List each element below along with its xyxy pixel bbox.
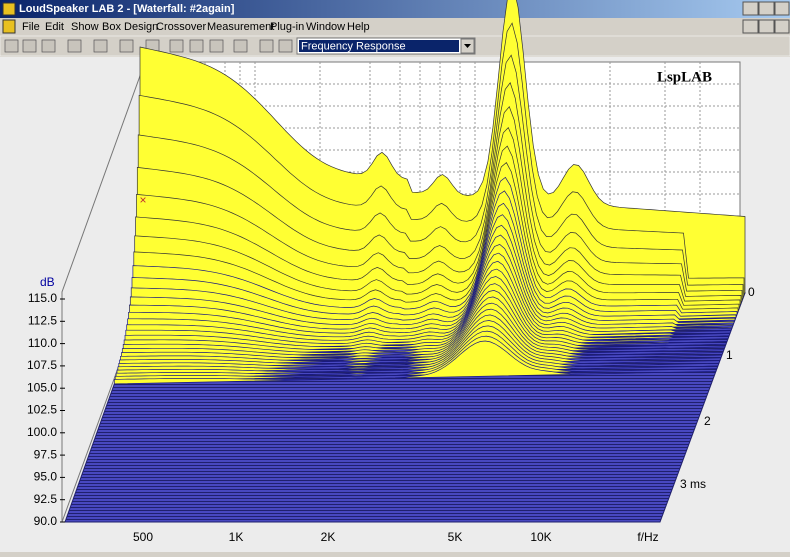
y-tick-label: 112.5 <box>28 313 57 327</box>
tool-button[interactable] <box>4 39 19 53</box>
menu-item[interactable]: Box Design <box>102 21 158 33</box>
minimize-button[interactable] <box>742 1 759 16</box>
x-tick-label: 10K <box>530 530 551 544</box>
x-tick-label: 1K <box>229 530 244 544</box>
menu-item[interactable]: Plug-in <box>270 21 304 33</box>
x-tick-label: 5K <box>448 530 463 544</box>
app-icon <box>2 2 16 16</box>
toolbar-buttons <box>4 39 293 53</box>
menu-item[interactable]: Help <box>347 21 370 33</box>
x-tick-label: 2K <box>321 530 336 544</box>
doc-close[interactable] <box>774 19 790 34</box>
title-bar <box>0 0 790 18</box>
slice <box>114 335 718 382</box>
tool-button[interactable] <box>233 39 248 53</box>
slice <box>134 145 740 328</box>
menu-bar <box>0 18 790 36</box>
window-title: LoudSpeaker LAB 2 - [Waterfall: #2again] <box>19 3 235 15</box>
depth-tick-label: 3 ms <box>680 477 706 491</box>
menu-item[interactable]: Show <box>71 21 99 33</box>
tool-button[interactable] <box>209 39 224 53</box>
y-axis-label: dB <box>40 275 55 289</box>
y-tick-label: 90.0 <box>34 514 58 528</box>
slice <box>113 340 717 385</box>
y-tick-label: 107.5 <box>27 358 57 372</box>
tool-button[interactable] <box>259 39 274 53</box>
cursor-mark: × <box>139 193 146 207</box>
waterfall-slices <box>113 0 746 385</box>
x-tick-label: 500 <box>133 530 153 544</box>
depth-tick-label: 0 <box>748 285 755 299</box>
tool-button[interactable] <box>22 39 37 53</box>
y-tick-label: 92.5 <box>34 492 58 506</box>
depth-tick-label: 2 <box>704 414 711 428</box>
y-tick-label: 102.5 <box>27 403 57 417</box>
y-tick-label: 95.0 <box>34 470 58 484</box>
x-axis-label: f/Hz <box>637 530 658 544</box>
y-tick-label: 105.0 <box>27 380 57 394</box>
tool-button[interactable] <box>169 39 184 53</box>
menu-item[interactable]: Window <box>306 21 345 33</box>
doc-minimize[interactable] <box>742 19 759 34</box>
slice <box>115 330 719 380</box>
menu-item[interactable]: Edit <box>45 21 64 33</box>
menu-item[interactable]: Measurement <box>207 21 274 33</box>
tool-button[interactable] <box>67 39 82 53</box>
y-tick-label: 100.0 <box>27 425 57 439</box>
view-select-highlight <box>299 40 459 52</box>
close-button[interactable] <box>774 1 790 16</box>
menu-item[interactable]: File <box>22 21 40 33</box>
doc-icon <box>2 19 16 34</box>
y-tick-label: 115.0 <box>28 291 57 305</box>
view-select-text: Frequency Response <box>301 40 406 52</box>
slice <box>116 325 720 377</box>
logo: LspLAB <box>657 69 712 85</box>
title-buttons <box>742 1 790 16</box>
tool-button[interactable] <box>189 39 204 53</box>
maximize-button[interactable] <box>758 1 775 16</box>
y-tick-label: 110.0 <box>28 336 57 350</box>
dropdown-glyph <box>464 44 471 48</box>
doc-restore[interactable] <box>758 19 775 34</box>
axes-labels: 115.0 112.5 110.0 107.5 105.0 102.5 100.0 97.5 9… <box>27 285 755 544</box>
y-tick-label: 97.5 <box>34 447 58 461</box>
menu-item[interactable]: Crossover <box>156 21 206 33</box>
slice <box>133 162 739 330</box>
tool-button[interactable] <box>119 39 134 53</box>
tool-button[interactable] <box>41 39 56 53</box>
tool-button[interactable] <box>93 39 108 53</box>
depth-tick-label: 1 <box>726 348 733 362</box>
tool-button[interactable] <box>278 39 293 53</box>
doc-buttons <box>742 19 790 34</box>
slice <box>117 320 721 375</box>
